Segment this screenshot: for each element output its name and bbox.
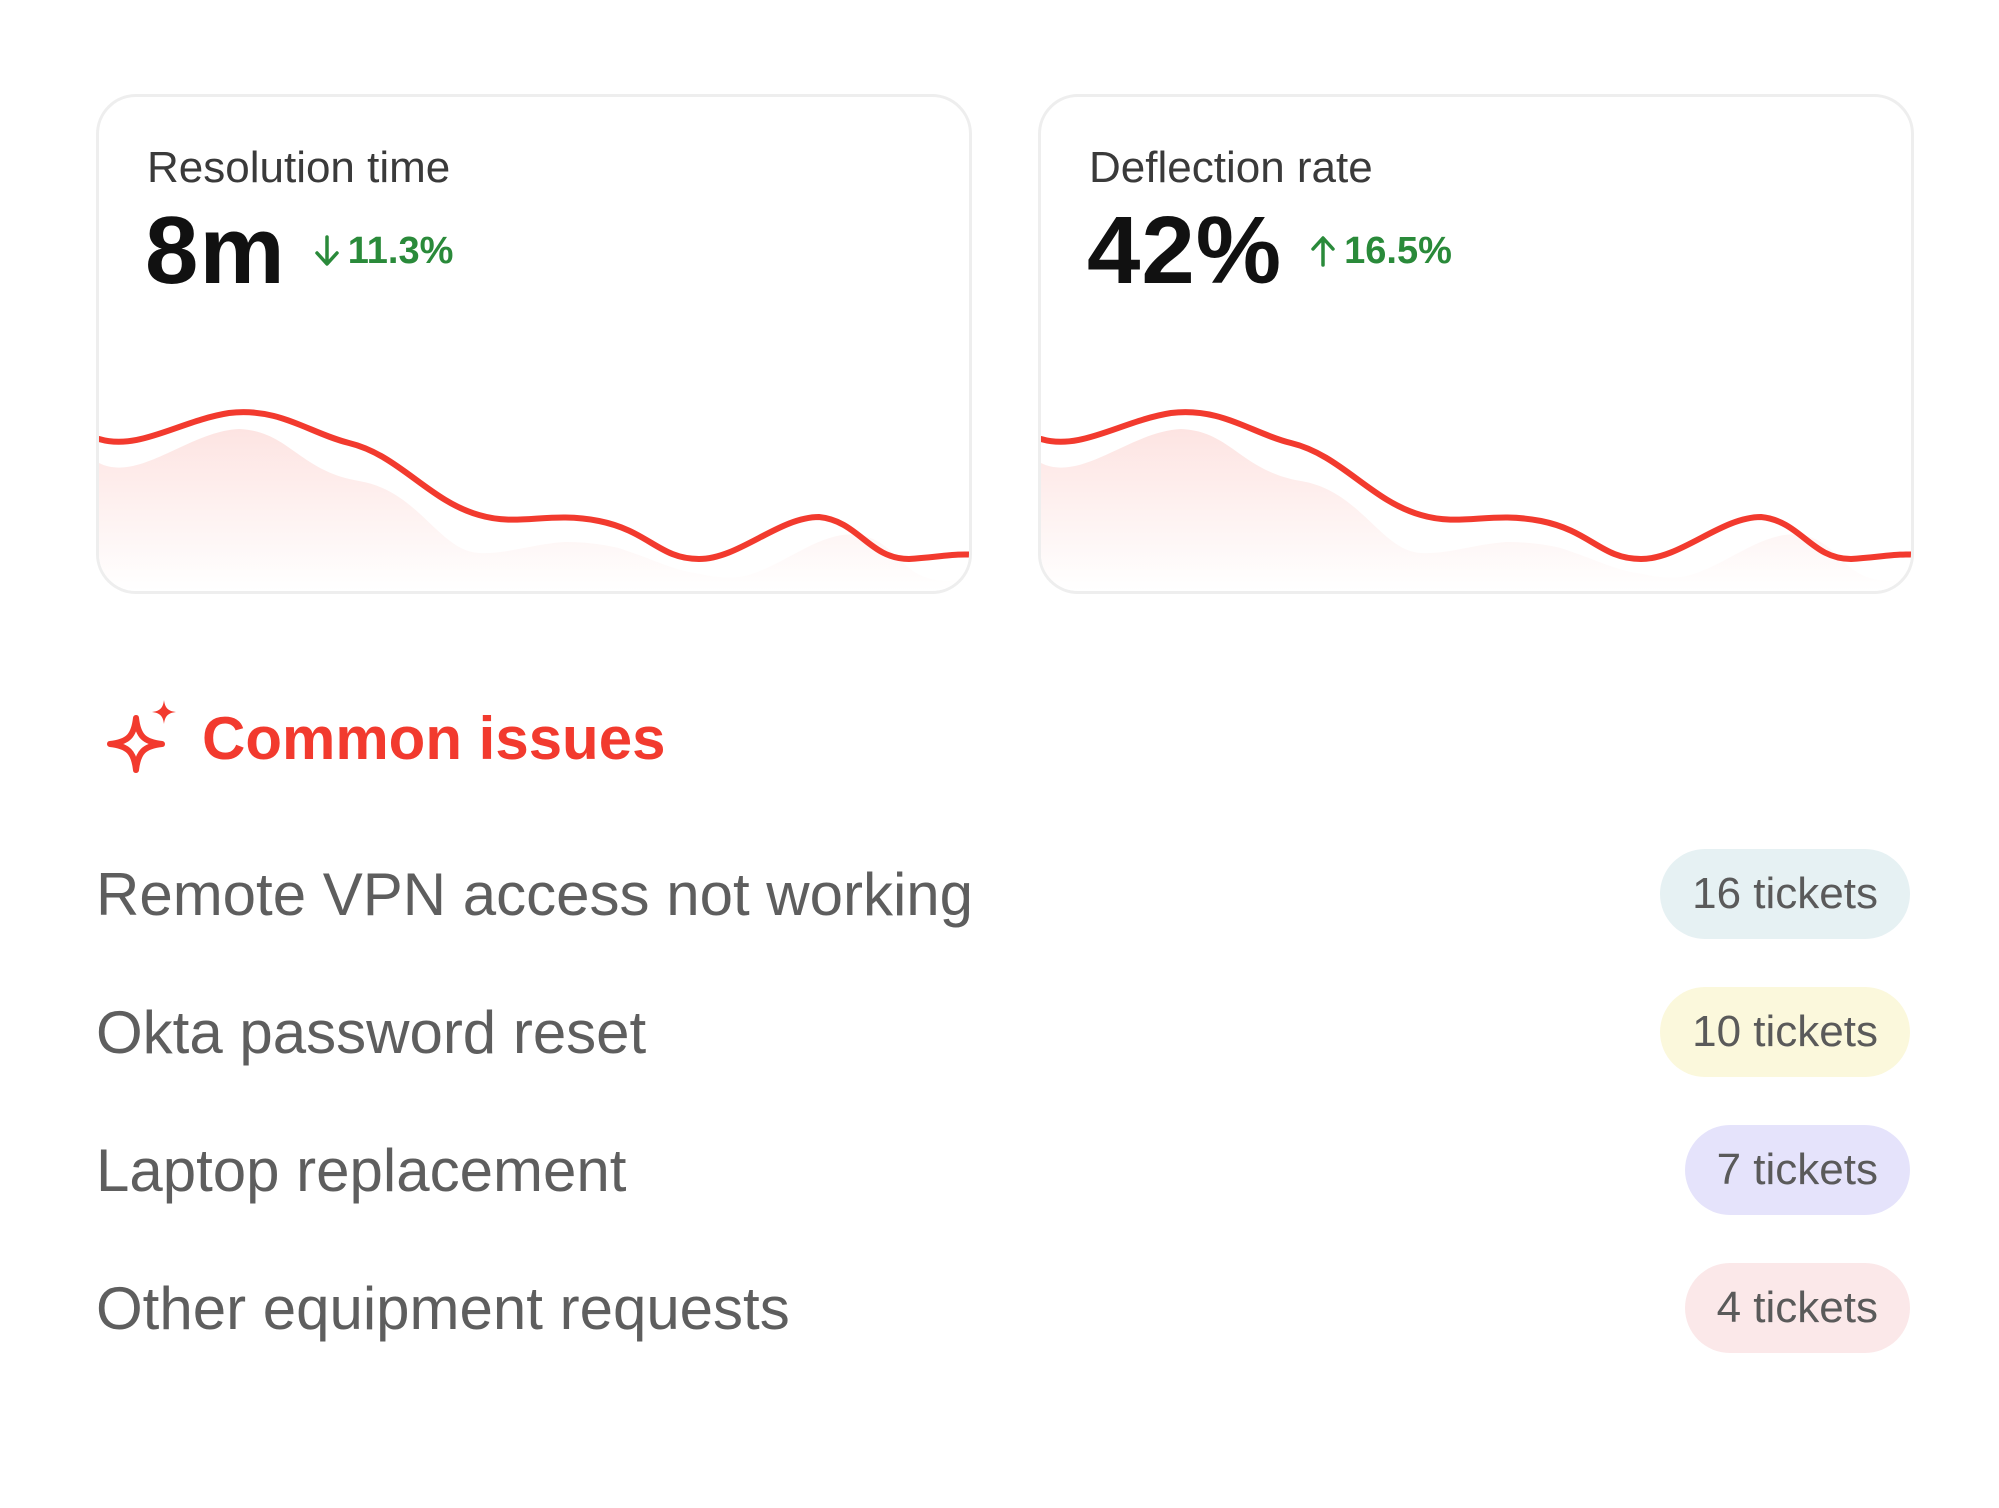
issue-row[interactable]: Remote VPN access not working 16 tickets [96, 848, 1910, 940]
metric-delta-value: 16.5% [1344, 229, 1452, 272]
issue-label: Laptop replacement [96, 1136, 627, 1204]
ticket-count-badge: 4 tickets [1684, 1263, 1910, 1353]
metric-value: 42% [1087, 197, 1283, 304]
common-issues-title: Common issues [202, 704, 666, 772]
metric-value: 8m [145, 197, 286, 304]
metric-card-resolution-time: Resolution time 8m 11.3% [96, 94, 972, 594]
metric-title: Resolution time [147, 143, 451, 192]
metric-delta: 16.5% [1308, 230, 1452, 273]
issue-label: Remote VPN access not working [96, 860, 974, 928]
metric-row: 42% 16.5% [1087, 203, 1452, 299]
sparkline-chart [99, 409, 969, 591]
metric-row: 8m 11.3% [145, 203, 453, 299]
common-issues-header: Common issues [100, 696, 665, 780]
metric-title: Deflection rate [1089, 143, 1373, 192]
issue-row[interactable]: Laptop replacement 7 tickets [96, 1124, 1910, 1216]
issue-label: Other equipment requests [96, 1274, 790, 1342]
ticket-count-badge: 10 tickets [1660, 987, 1910, 1077]
metric-card-deflection-rate: Deflection rate 42% 16.5% [1038, 94, 1914, 594]
sparkle-icon [107, 700, 176, 773]
ticket-count-badge: 16 tickets [1660, 849, 1910, 939]
metric-delta-value: 11.3% [347, 229, 454, 272]
issue-label: Okta password reset [96, 998, 647, 1066]
arrow-down-icon [315, 235, 339, 266]
issue-row[interactable]: Okta password reset 10 tickets [96, 986, 1910, 1078]
ticket-count-badge: 7 tickets [1684, 1125, 1910, 1215]
metric-delta: 11.3% [312, 229, 454, 273]
sparkline-chart [1041, 409, 1911, 591]
arrow-up-icon [1311, 236, 1335, 267]
issue-row[interactable]: Other equipment requests 4 tickets [96, 1262, 1910, 1354]
